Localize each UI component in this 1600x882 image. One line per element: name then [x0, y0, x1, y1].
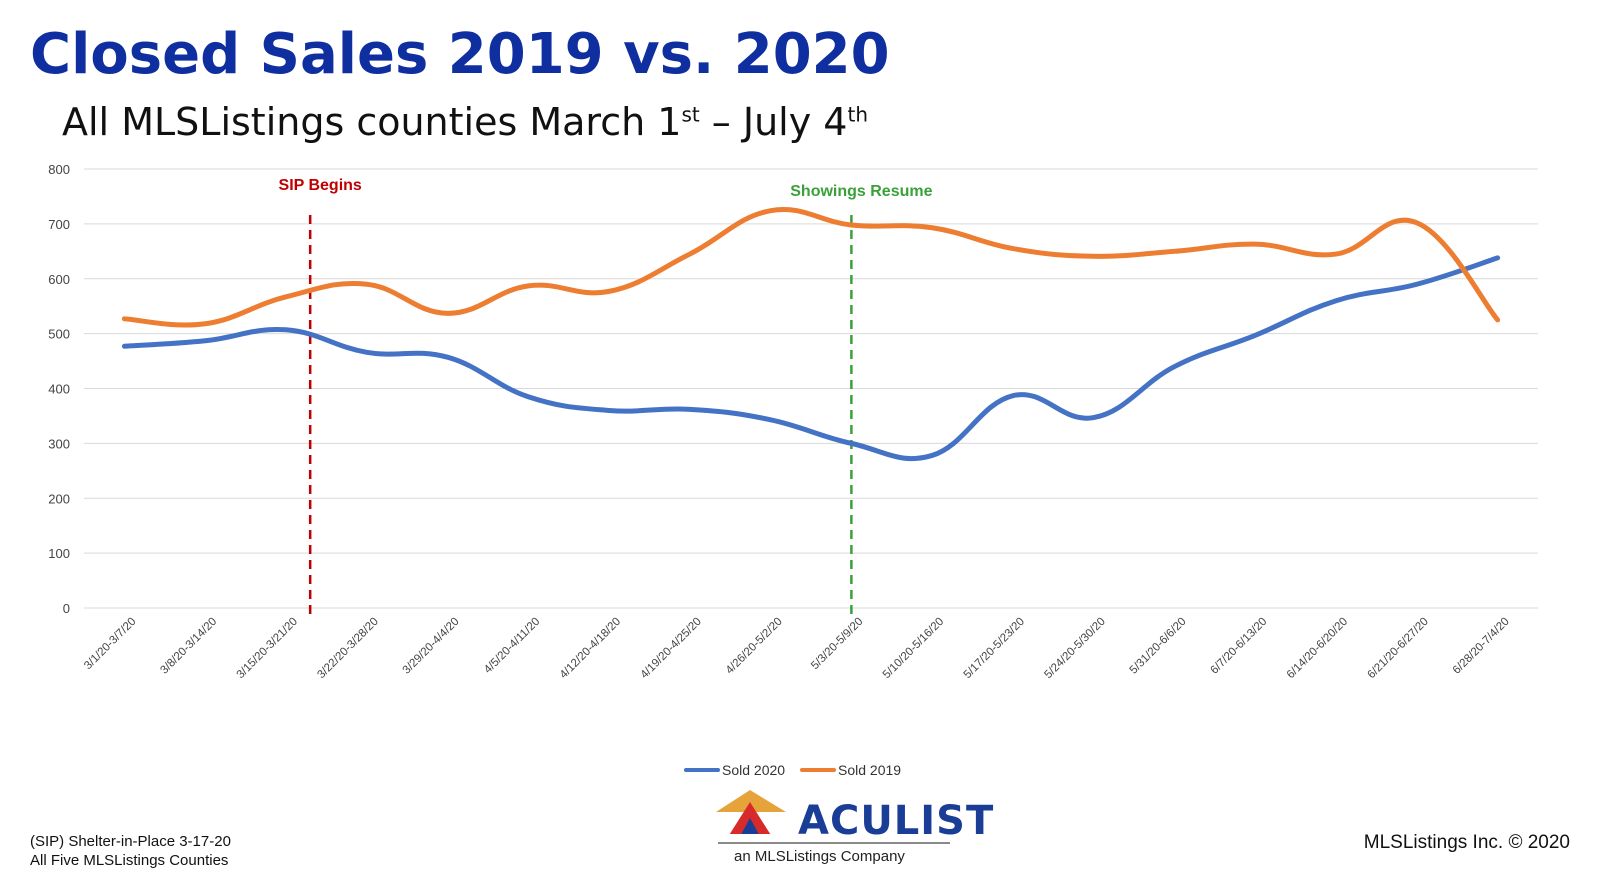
- y-axis-ticks: 0 100 200 300 400 500 600 700 800: [48, 162, 70, 616]
- series-line-sold-2020: [121, 255, 1501, 462]
- x-tick-label: 5/31/20-6/6/20: [1128, 616, 1189, 677]
- legend-item: Sold 2020: [684, 762, 785, 778]
- page-subtitle: All MLSListings counties March 1st – Jul…: [62, 100, 868, 144]
- x-tick-label: 5/3/20-5/9/20: [809, 616, 865, 672]
- legend-label: Sold 2019: [838, 762, 902, 778]
- x-tick-label: 5/10/20-5/16/20: [881, 616, 946, 681]
- chart-legend: Sold 2020 Sold 2019: [0, 762, 1600, 782]
- y-tick-label: 500: [48, 327, 70, 342]
- y-tick-label: 700: [48, 217, 70, 232]
- subtitle-prefix: All MLSListings counties March 1: [62, 100, 682, 144]
- y-tick-label: 0: [63, 601, 70, 616]
- x-tick-label: 5/17/20-5/23/20: [962, 616, 1027, 681]
- chart-series: [121, 207, 1501, 462]
- x-tick-label: 6/21/20-6/27/20: [1365, 616, 1430, 681]
- x-tick-label: 3/15/20-3/21/20: [235, 616, 300, 681]
- subtitle-middle: – July 4: [699, 100, 848, 144]
- y-tick-label: 800: [48, 162, 70, 177]
- x-tick-label: 4/26/20-5/2/20: [724, 616, 785, 677]
- x-tick-label: 6/14/20-6/20/20: [1285, 616, 1350, 681]
- x-tick-label: 6/28/20-7/4/20: [1451, 616, 1512, 677]
- annotation-label: SIP Begins: [279, 177, 362, 194]
- x-axis-ticks: 3/1/20-3/7/20 3/8/20-3/14/20 3/15/20-3/21/…: [82, 616, 1512, 681]
- y-tick-label: 300: [48, 436, 70, 451]
- aculist-logo: ACULIST an MLSListings Company: [716, 790, 993, 880]
- footer-sip-note: (SIP) Shelter-in-Place 3-17-20: [30, 833, 231, 850]
- x-tick-label: 3/22/20-3/28/20: [315, 616, 380, 681]
- aculist-house-icon: [716, 790, 786, 834]
- x-tick-label: 3/8/20-3/14/20: [158, 616, 219, 677]
- copyright: MLSListings Inc. © 2020: [1363, 832, 1570, 853]
- subtitle-sup-th: th: [847, 102, 869, 127]
- x-tick-label: 4/19/20-4/25/20: [638, 616, 703, 681]
- footer-note: (SIP) Shelter-in-Place 3-17-20 All Five …: [30, 832, 231, 870]
- logo-divider: [718, 842, 950, 844]
- x-tick-label: 4/5/20-4/11/20: [482, 616, 542, 676]
- aculist-brand: ACULIST: [798, 798, 995, 844]
- chart-annotations: SIP Begins Showings Resume: [279, 177, 933, 614]
- x-tick-label: 6/7/20-6/13/20: [1208, 616, 1269, 677]
- legend-swatch: [684, 768, 720, 772]
- y-tick-label: 600: [48, 272, 70, 287]
- legend-swatch: [800, 768, 836, 772]
- annotation-label: Showings Resume: [790, 183, 932, 200]
- page-title: Closed Sales 2019 vs. 2020: [30, 22, 890, 87]
- x-tick-label: 3/29/20-4/4/20: [401, 616, 462, 677]
- x-tick-label: 3/1/20-3/7/20: [82, 616, 138, 672]
- y-tick-label: 400: [48, 382, 70, 397]
- chart-grid: [84, 168, 1538, 609]
- y-tick-label: 200: [48, 491, 70, 506]
- series-line-sold-2019: [121, 207, 1501, 328]
- y-tick-label: 100: [48, 546, 70, 561]
- legend-label: Sold 2020: [722, 762, 786, 778]
- x-tick-label: 4/12/20-4/18/20: [558, 616, 623, 681]
- x-tick-label: 5/24/20-5/30/20: [1042, 616, 1107, 681]
- subtitle-sup-st: st: [681, 102, 700, 127]
- footer-counties-note: All Five MLSListings Counties: [30, 852, 229, 869]
- aculist-tagline: an MLSListings Company: [734, 848, 905, 865]
- legend-item: Sold 2019: [800, 762, 901, 778]
